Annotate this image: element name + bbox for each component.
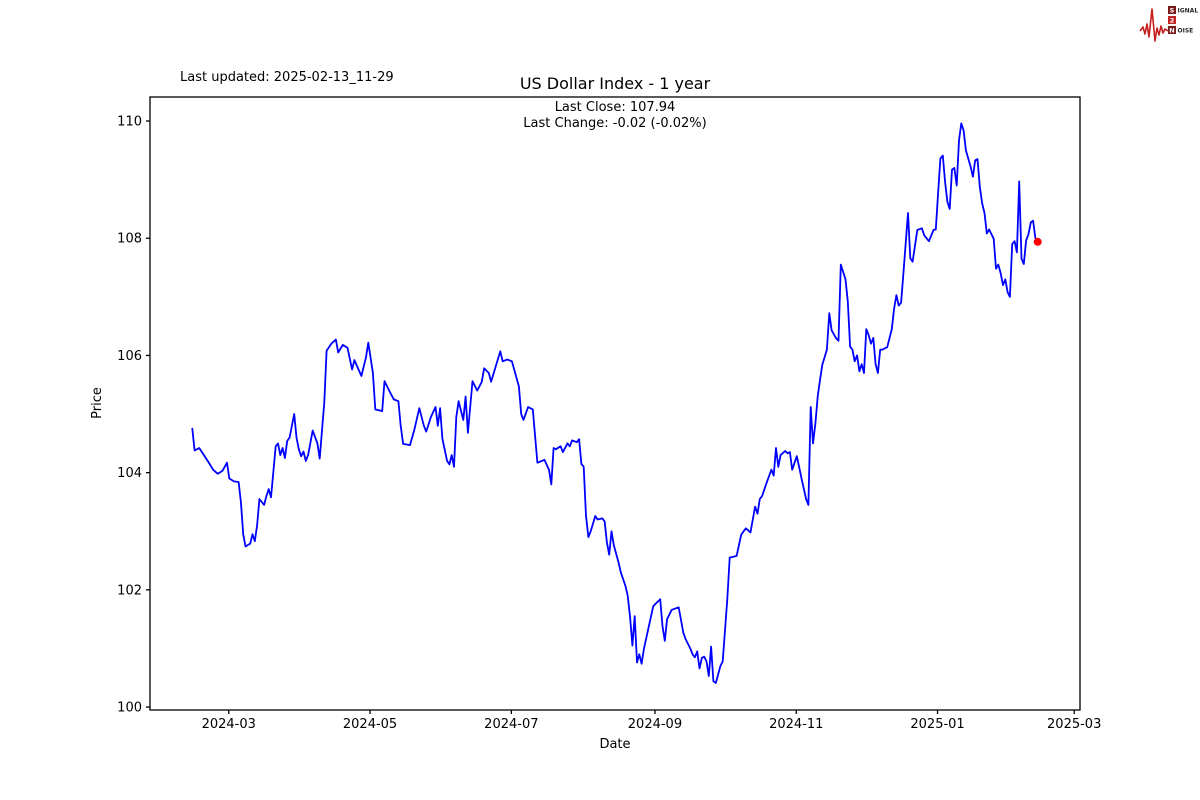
logo-2-box bbox=[1168, 16, 1176, 24]
x-axis-label: Date bbox=[599, 737, 630, 752]
logo: S IGNAL 2 N OISE bbox=[1139, 6, 1199, 42]
logo-s-box bbox=[1168, 6, 1176, 14]
chart-title: US Dollar Index - 1 year bbox=[520, 74, 711, 93]
y-tick-label: 102 bbox=[117, 583, 142, 598]
y-tick-label: 106 bbox=[117, 349, 142, 364]
price-line bbox=[191, 122, 1039, 684]
last-close-annotation: Last Close: 107.94 bbox=[555, 100, 676, 115]
y-axis-ticks: 100 102 104 106 108 110 bbox=[117, 115, 150, 716]
logo-digit-2: 2 bbox=[1170, 17, 1175, 25]
x-tick-label: 2024-03 bbox=[202, 717, 256, 732]
y-tick-label: 108 bbox=[117, 232, 142, 247]
logo-waveform-icon bbox=[1139, 8, 1169, 42]
plot-border bbox=[149, 96, 1081, 711]
y-tick-label: 110 bbox=[117, 115, 142, 130]
y-tick-label: 100 bbox=[117, 701, 142, 716]
last-change-annotation: Last Change: -0.02 (-0.02%) bbox=[523, 116, 706, 131]
x-tick-label: 2025-03 bbox=[1047, 717, 1101, 732]
logo-letter-s: S bbox=[1170, 7, 1175, 15]
y-axis-label: Price bbox=[90, 387, 105, 419]
last-close-dot bbox=[1033, 237, 1042, 246]
x-axis-ticks: 2024-03 2024-05 2024-07 2024-09 2024-11 2025-… bbox=[202, 710, 1101, 732]
x-tick-label: 2024-09 bbox=[628, 717, 682, 732]
x-tick-label: 2024-11 bbox=[769, 717, 823, 732]
y-tick-label: 104 bbox=[117, 466, 142, 481]
logo-word-noise: OISE bbox=[1178, 27, 1194, 34]
x-tick-label: 2025-01 bbox=[910, 717, 964, 732]
logo-n-box bbox=[1168, 26, 1176, 34]
last-updated-text: Last updated: 2025-02-13_11-29 bbox=[180, 70, 394, 85]
x-tick-label: 2024-07 bbox=[484, 717, 538, 732]
logo-word-signal: IGNAL bbox=[1178, 7, 1199, 14]
logo-letter-n: N bbox=[1169, 27, 1174, 35]
x-tick-label: 2024-05 bbox=[343, 717, 397, 732]
